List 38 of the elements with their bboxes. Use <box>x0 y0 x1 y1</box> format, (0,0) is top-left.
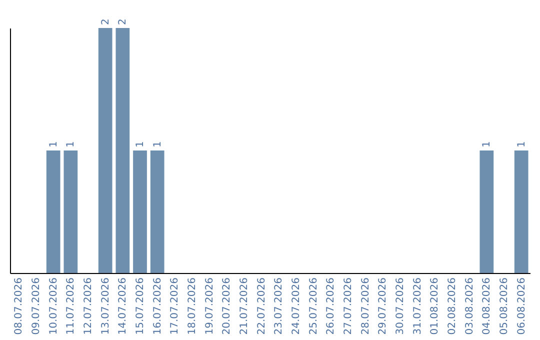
x-tick-label: 06.08.2026 <box>516 278 528 335</box>
x-tick-label: 28.07.2026 <box>360 278 372 335</box>
data-label: 1 <box>66 141 77 148</box>
x-tick-label: 17.07.2026 <box>170 278 181 335</box>
x-tick-label: 15.07.2026 <box>135 278 146 335</box>
x-tick-label: 30.07.2026 <box>395 278 406 335</box>
x-tick-label: 24.07.2026 <box>291 278 302 335</box>
x-tick-label: 12.07.2026 <box>83 278 94 335</box>
x-tick-label: 09.07.2026 <box>31 278 42 335</box>
x-tick-label: 19.07.2026 <box>204 278 216 335</box>
x-tick-label: 25.07.2026 <box>308 278 320 335</box>
x-tick-label: 03.08.2026 <box>464 278 476 335</box>
x-tick-label: 10.07.2026 <box>48 278 60 335</box>
x-tick-label: 14.07.2026 <box>118 278 129 335</box>
data-label: 1 <box>135 141 146 148</box>
data-label: 2 <box>118 18 129 25</box>
x-tick-label: 31.07.2026 <box>412 278 424 335</box>
x-tick-label: 29.07.2026 <box>378 278 389 335</box>
x-tick-label: 21.07.2026 <box>239 278 250 335</box>
x-tick-label: 13.07.2026 <box>100 278 112 335</box>
x-tick-label: 02.08.2026 <box>447 278 458 335</box>
data-label: 1 <box>482 141 493 148</box>
x-tick-label: 22.07.2026 <box>256 278 268 335</box>
data-label: 2 <box>100 18 112 25</box>
x-tick-label: 04.08.2026 <box>482 278 493 335</box>
x-tick-label: 27.07.2026 <box>343 278 354 335</box>
data-label: 1 <box>152 141 164 148</box>
x-tick-label: 05.08.2026 <box>499 278 510 335</box>
x-tick-label: 20.07.2026 <box>222 278 233 335</box>
x-tick-label: 18.07.2026 <box>187 278 198 335</box>
x-tick-label: 16.07.2026 <box>152 278 164 335</box>
data-label: 1 <box>48 141 60 148</box>
x-tick-label: 01.08.2026 <box>430 278 441 335</box>
x-tick-label: 23.07.2026 <box>274 278 285 335</box>
x-tick-label: 26.07.2026 <box>326 278 337 335</box>
x-tick-label: 08.07.2026 <box>14 278 25 335</box>
data-label: 1 <box>516 141 528 148</box>
x-tick-label: 11.07.2026 <box>66 278 77 335</box>
